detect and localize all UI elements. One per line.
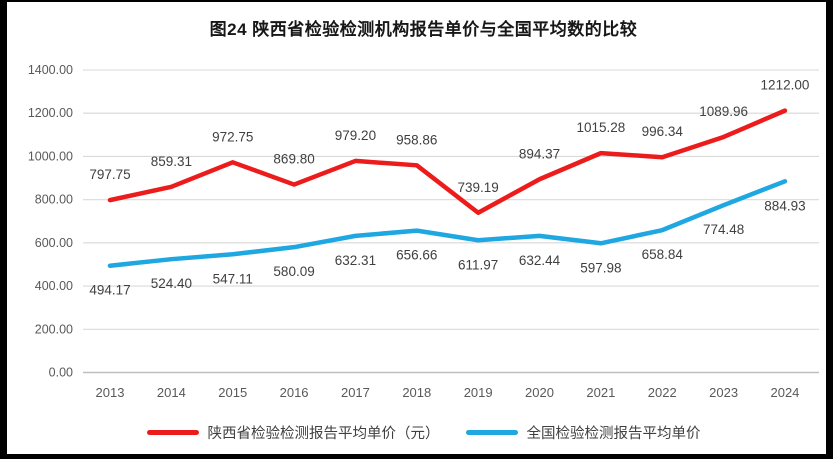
x-axis-tick-label: 2019	[464, 385, 493, 400]
x-axis-tick-label: 2017	[341, 385, 370, 400]
data-label: 1089.96	[699, 104, 748, 119]
y-axis-tick-label: 600.00	[35, 236, 73, 250]
y-axis-tick-label: 1400.00	[28, 63, 73, 77]
national-series-line	[107, 179, 788, 268]
data-label: 774.48	[703, 222, 744, 237]
data-label: 494.17	[89, 283, 130, 298]
x-axis-tick-label: 2021	[586, 385, 615, 400]
legend-label-shaanxi: 陕西省检验检测报告平均单价（元）	[207, 426, 440, 442]
y-axis-tick-label: 1200.00	[28, 106, 73, 120]
x-axis-tick-label: 2020	[525, 385, 554, 400]
x-axis-tick-label: 2018	[402, 385, 431, 400]
chart-legend: 陕西省检验检测报告平均单价（元） 全国检验检测报告平均单价	[7, 422, 833, 443]
chart-title: 图24 陕西省检验检测机构报告单价与全国平均数的比较	[209, 20, 638, 39]
shaanxi-line-swatch-icon	[146, 430, 199, 435]
data-label: 958.86	[396, 132, 437, 147]
data-label: 1212.00	[761, 78, 810, 93]
data-label: 656.66	[396, 248, 437, 263]
data-label: 869.80	[273, 152, 314, 167]
line-chart-plot-area: 0.00 200.00 400.00 600.00 800.00 1000.00 1200.…	[28, 63, 819, 400]
data-label: 859.31	[151, 154, 192, 169]
y-axis-tick-label: 0.00	[49, 366, 73, 380]
data-label: 580.09	[273, 264, 314, 279]
data-label: 1015.28	[576, 120, 625, 135]
data-label: 597.98	[580, 260, 621, 275]
data-label: 996.34	[642, 124, 684, 139]
data-label: 739.19	[458, 180, 499, 195]
x-axis-tick-label: 2024	[770, 385, 799, 400]
data-label: 632.44	[519, 253, 561, 268]
y-axis-tick-label: 800.00	[35, 193, 73, 207]
data-label: 979.20	[335, 128, 376, 143]
data-label: 884.93	[764, 198, 805, 213]
legend-item-shaanxi: 陕西省检验检测报告平均单价（元）	[146, 422, 440, 443]
x-axis-tick-label: 2023	[709, 385, 738, 400]
data-label: 524.40	[151, 276, 192, 291]
data-label: 632.31	[335, 253, 376, 268]
x-axis-tick-label: 2015	[218, 385, 247, 400]
x-axis-tick-label: 2022	[648, 385, 677, 400]
national-line-swatch-icon	[465, 430, 518, 435]
y-axis-tick-label: 200.00	[35, 322, 73, 336]
y-axis-tick-label: 400.00	[35, 279, 73, 293]
data-label: 797.75	[89, 167, 130, 182]
data-label: 972.75	[212, 129, 253, 144]
data-label: 894.37	[519, 146, 560, 161]
data-label: 611.97	[458, 257, 498, 272]
legend-label-national: 全国检验检测报告平均单价	[526, 426, 701, 442]
x-axis-tick-label: 2013	[96, 385, 125, 400]
x-axis-tick-label: 2016	[280, 385, 309, 400]
y-axis-tick-label: 1000.00	[28, 149, 73, 163]
data-label: 547.11	[213, 271, 253, 286]
data-label: 658.84	[642, 247, 684, 262]
shaanxi-series-line	[107, 108, 788, 216]
legend-item-national: 全国检验检测报告平均单价	[465, 422, 701, 443]
x-axis-tick-label: 2014	[157, 385, 186, 400]
